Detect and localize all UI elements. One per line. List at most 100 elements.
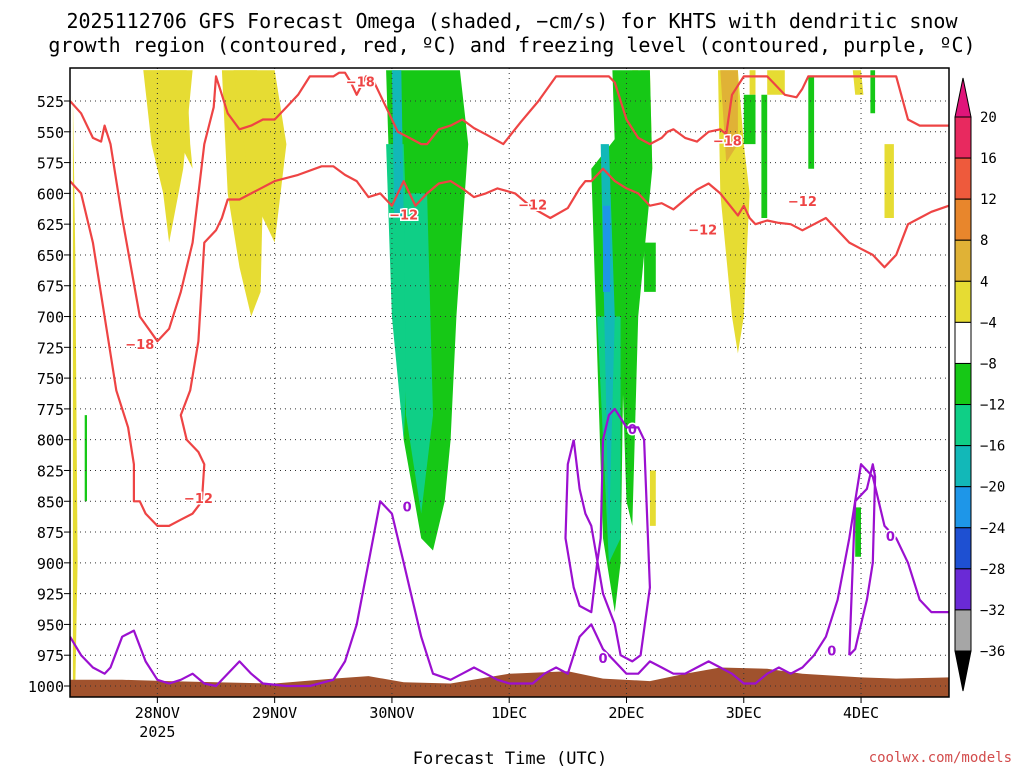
y-tick-label-575: 575	[37, 155, 64, 173]
y-tick-label-700: 700	[37, 309, 64, 327]
y-tick-label-950: 950	[37, 616, 64, 634]
colorbar-label-10: −24	[980, 521, 1005, 537]
x-tick-label-4DEC: 4DEC	[843, 704, 879, 722]
x-tick-label-1DEC: 1DEC	[491, 704, 527, 722]
contour-label-0-2: 0	[599, 652, 608, 667]
colorbar-box-11	[954, 568, 972, 611]
omega-shade-0-4	[233, 70, 287, 243]
colorbar-box-4	[954, 280, 972, 323]
y-tick-label-775: 775	[37, 401, 64, 419]
x-tick-label-30NOV: 30NOV	[369, 704, 414, 722]
contour-label-0-1: 0	[628, 423, 637, 438]
colorbar-label-11: −28	[980, 562, 1005, 578]
contour-label-0-0: 0	[403, 500, 412, 515]
contour-label--18-2: −18	[713, 135, 742, 150]
colorbar-box-7	[954, 404, 972, 447]
chart-title-line-2: growth region (contoured, red, ºC) and f…	[48, 33, 975, 57]
y-tick-label-800: 800	[37, 432, 64, 450]
y-axis: 525 550 575 600 625 650 675 700 725 750 775 800 825 8…	[28, 93, 70, 696]
x-axis-label: Forecast Time (UTC)	[413, 749, 607, 768]
y-tick-label-550: 550	[37, 124, 64, 142]
x-tick-label-28NOV: 28NOV	[135, 704, 180, 722]
colorbar-box-9	[954, 486, 972, 529]
colorbar-label-12: −32	[980, 603, 1005, 619]
colorbar-label-3: 8	[980, 233, 988, 249]
colorbar-box-3	[954, 239, 972, 282]
colorbar-label-1: 16	[980, 151, 997, 167]
y-tick-label-525: 525	[37, 93, 64, 111]
x-tick-label-3DEC: 3DEC	[726, 704, 762, 722]
plot-background	[70, 68, 949, 697]
contour-label--12-2: −12	[518, 199, 547, 214]
contour-0b-line	[564, 407, 651, 663]
omega-shade-0-7	[749, 70, 756, 95]
colorbar-box-5	[954, 321, 972, 364]
credit-text: coolwx.com/models	[869, 750, 1012, 766]
colorbar-label-4: 4	[980, 274, 988, 290]
y-tick-label-975: 975	[37, 647, 64, 665]
y-tick-label-825: 825	[37, 462, 64, 480]
colorbar-box-1	[954, 157, 972, 200]
omega-shade-2-6	[870, 70, 876, 114]
colorbar-label-5: −4	[980, 315, 997, 331]
contour-label--12-4: −12	[788, 195, 817, 210]
y-tick-label-875: 875	[37, 524, 64, 542]
colorbar-label-13: −36	[980, 644, 1005, 660]
plot-content: −18 −18 −18 −12 −12 −12 −12 −12 0 0 0 0 0	[70, 68, 949, 697]
contour-0c-line	[848, 463, 877, 656]
colorbar-label-7: −12	[980, 398, 1005, 414]
omega-shade-0-11	[884, 144, 894, 218]
chart-title-line-1: 2025112706 GFS Forecast Omega (shaded, −…	[66, 9, 958, 33]
plot-area: −18 −18 −18 −12 −12 −12 −12 −12 0 0 0 0 0	[69, 67, 950, 698]
colorbar-label-9: −20	[980, 480, 1005, 496]
omega-shade-0-12	[649, 470, 656, 526]
colorbar-label-2: 12	[980, 192, 997, 208]
omega-shade-0-2	[143, 70, 193, 243]
y-tick-label-725: 725	[37, 339, 64, 357]
omega-shade-2-4	[761, 94, 768, 218]
x-tick-sublabel-28NOV: 2025	[139, 723, 175, 741]
terrain-shape	[70, 667, 949, 697]
colorbar-box-10	[954, 527, 972, 570]
y-tick-label-675: 675	[37, 278, 64, 296]
omega-shade-2-2	[612, 70, 653, 526]
contour-label-0-4: 0	[886, 530, 895, 545]
colorbar-box-2	[954, 198, 972, 241]
colorbar-label-8: −16	[980, 439, 1005, 455]
y-tick-label-625: 625	[37, 216, 64, 234]
contour--12-line	[70, 165, 949, 527]
colorbar-box-last	[954, 609, 972, 652]
y-tick-label-925: 925	[37, 586, 64, 604]
y-tick-label-1000: 1000	[28, 678, 64, 696]
colorbar-label-6: −8	[980, 356, 997, 372]
chart-title: 2025112706 GFS Forecast Omega (shaded, −…	[48, 9, 975, 57]
x-tick-label-2DEC: 2DEC	[608, 704, 644, 722]
omega-shade-4-0	[391, 70, 404, 218]
colorbar-box-8	[954, 445, 972, 488]
contour-label--18-0: −18	[125, 338, 154, 353]
contour-label--12-1: −12	[389, 209, 418, 224]
colorbar-box-6	[954, 362, 972, 406]
omega-shade-2-5	[808, 76, 815, 169]
omega-shade-3-1	[403, 193, 433, 514]
contour-label-0-3: 0	[827, 645, 836, 660]
x-tick-label-29NOV: 29NOV	[252, 704, 297, 722]
colorbar-box-0	[954, 116, 972, 159]
omega-shade-2-9	[644, 242, 656, 292]
y-tick-label-650: 650	[37, 247, 64, 265]
colorbar-label-0: 20	[980, 110, 997, 126]
colorbar-top-arrow	[954, 77, 972, 118]
omega-shade-0-0	[72, 94, 78, 687]
contour-label--12-3: −12	[688, 223, 717, 238]
colorbar: 20 16 12 8 4 −4 −8 −12 −16 −20 −24 −28 −32 −36	[954, 77, 1005, 692]
colorbar-bottom-arrow	[954, 650, 972, 692]
omega-shade-2-8	[84, 415, 87, 502]
contour-label--12-0: −12	[184, 492, 213, 507]
omega-shade-2-3	[743, 94, 756, 145]
contour-label--18-1: −18	[346, 76, 375, 91]
omega-shade-5-0	[603, 205, 611, 292]
y-tick-label-900: 900	[37, 555, 64, 573]
y-tick-label-850: 850	[37, 493, 64, 511]
